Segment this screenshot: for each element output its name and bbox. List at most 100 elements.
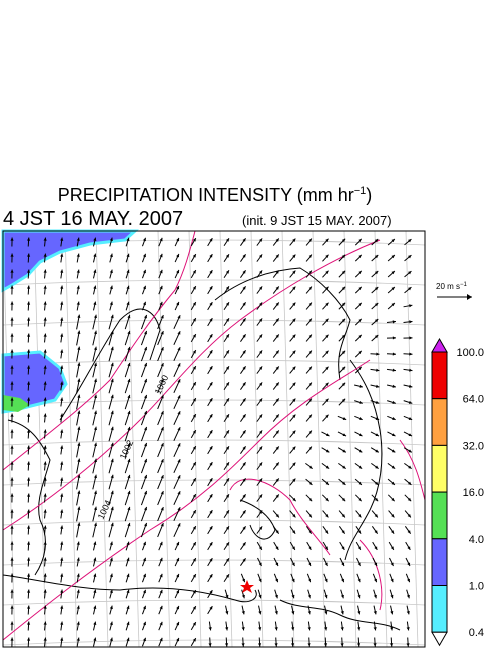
wind-arrowhead (308, 578, 311, 583)
wind-arrowhead (308, 514, 312, 518)
wind-arrowhead (408, 449, 412, 453)
wind-arrowhead (242, 446, 246, 450)
wind-arrowhead (292, 382, 296, 386)
colorbar: 100.0 64.0 32.0 16.0 4.0 1.0 0.4 (431, 337, 484, 647)
wind-arrowhead (43, 253, 47, 257)
colorbar-label: 4.0 (469, 534, 484, 546)
wind-arrowhead (77, 442, 81, 446)
wind-arrowhead (341, 254, 346, 259)
wind-arrowhead (209, 510, 213, 514)
wind-arrowhead (391, 239, 395, 243)
wind-arrowhead (275, 546, 279, 550)
reference-label: 20 m s−1 (436, 282, 468, 291)
wind-arrowhead (241, 627, 245, 631)
wind-arrowhead (225, 350, 229, 354)
wind-arrowhead (10, 461, 14, 465)
wind-arrowhead (325, 366, 329, 371)
wind-arrowhead (10, 269, 14, 273)
wind-arrowhead (27, 285, 31, 289)
wind-arrowhead (176, 605, 180, 610)
wind-arrowhead (341, 562, 345, 567)
wind-arrowhead (60, 381, 64, 385)
wind-arrowhead (127, 346, 131, 351)
wind-arrowhead (242, 382, 246, 386)
wind-arrowhead (76, 621, 80, 625)
wind-arrowhead (160, 475, 164, 479)
wind-arrowhead (176, 237, 180, 242)
wind-arrowhead (259, 478, 263, 482)
wind-arrowhead (27, 397, 31, 401)
wind-arrowhead (324, 610, 328, 615)
wind-arrowhead (159, 253, 163, 258)
wind-arrowhead (374, 334, 379, 339)
wind-arrowhead (77, 394, 81, 398)
wind-arrowhead (177, 331, 181, 335)
wind-arrowhead (357, 594, 361, 599)
wind-arrowhead (259, 398, 263, 402)
wind-arrowhead (274, 627, 278, 631)
wind-arrowhead (176, 637, 180, 642)
wind-arrowhead (225, 510, 229, 514)
wind-arrowhead (406, 594, 410, 599)
colorbar-label: 100.0 (456, 347, 484, 359)
wind-arrowhead (275, 462, 279, 466)
wind-arrowhead (10, 253, 14, 257)
wind-arrowhead (43, 557, 47, 561)
wind-arrowhead (60, 237, 64, 241)
wind-arrowhead (357, 610, 361, 615)
wind-arrowhead (375, 465, 379, 469)
wind-arrowhead (76, 541, 80, 545)
wind-arrowhead (342, 481, 346, 485)
grid-line (188, 230, 202, 648)
wind-arrowhead (93, 269, 97, 274)
wind-arrowhead (177, 507, 181, 511)
wind-arrowhead (374, 254, 379, 259)
wind-arrowhead (110, 474, 114, 479)
wind-arrowhead (358, 270, 362, 275)
wind-arrowhead (325, 481, 329, 485)
wind-arrowhead (242, 462, 246, 466)
wind-arrowhead (242, 254, 246, 258)
wind-arrowhead (10, 541, 14, 545)
wind-arrowhead (109, 541, 113, 546)
wind-arrowhead (374, 578, 377, 583)
wind-arrowhead (409, 368, 413, 372)
wind-arrowhead (43, 509, 47, 513)
wind-arrowhead (177, 363, 181, 367)
wind-arrowhead (160, 363, 164, 367)
wind-arrowhead (292, 366, 296, 370)
wind-arrowhead (60, 621, 64, 625)
wind-arrowhead (93, 637, 97, 642)
wind-arrowhead (10, 301, 14, 305)
wind-arrowhead (242, 526, 246, 530)
colorbar-under (431, 631, 448, 647)
wind-arrowhead (176, 557, 180, 562)
wind-arrowhead (242, 414, 246, 418)
wind-arrowhead (373, 594, 377, 599)
wind-arrowhead (292, 270, 296, 274)
wind-arrowhead (308, 497, 313, 502)
wind-arrowhead (177, 523, 181, 527)
isobar (2, 359, 371, 641)
wind-arrowhead (160, 491, 164, 495)
wind-arrowhead (325, 254, 329, 259)
wind-arrowhead (142, 573, 146, 578)
wind-arrowhead (324, 546, 328, 550)
wind-arrowhead (225, 494, 229, 498)
wind-arrowhead (160, 443, 164, 447)
wind-arrowhead (192, 334, 196, 338)
wind-arrowhead (43, 589, 47, 593)
wind-arrowhead (142, 301, 146, 306)
wind-arrowhead (43, 525, 47, 529)
wind-arrowhead (308, 238, 312, 243)
wind-arrowhead (109, 285, 113, 290)
wind-arrowhead (192, 510, 196, 514)
map: 1000 1002 1004 (1, 229, 426, 648)
wind-arrowhead (392, 352, 396, 356)
wind-arrowhead (60, 269, 64, 273)
wind-arrowhead (176, 269, 180, 274)
wind-arrowhead (43, 637, 47, 641)
wind-arrowhead (342, 449, 346, 453)
wind-arrowhead (341, 334, 346, 339)
wind-arrowhead (275, 494, 279, 498)
